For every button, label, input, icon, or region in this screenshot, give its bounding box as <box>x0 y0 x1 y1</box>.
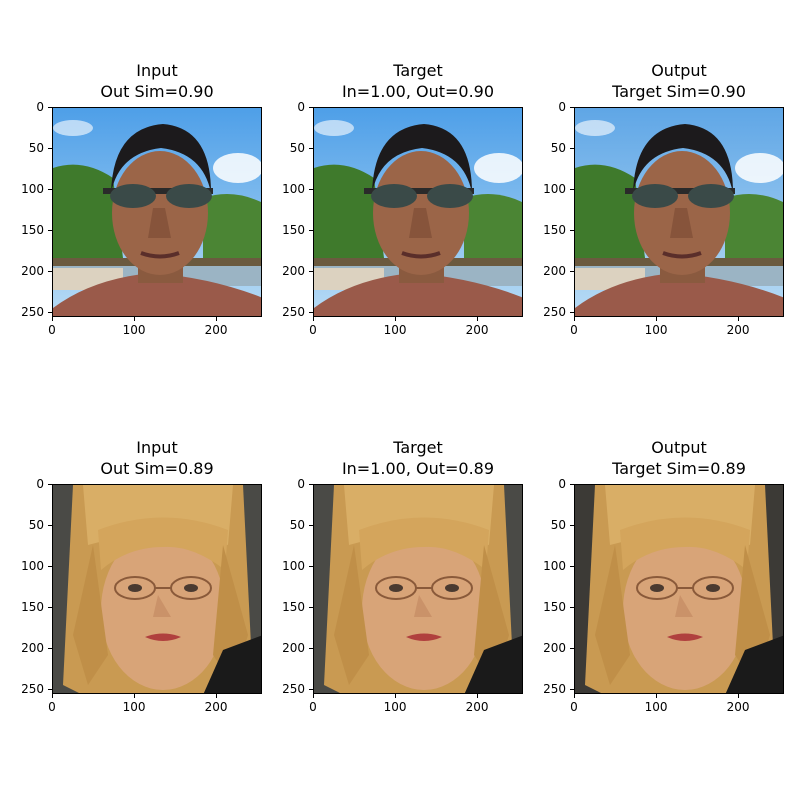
panel-title-line2: Target Sim=0.89 <box>612 459 746 478</box>
panel-title-line1: Target <box>393 438 443 457</box>
y-tick-label: 150 <box>21 223 44 238</box>
x-tick-label: 100 <box>122 323 146 337</box>
y-tick-label: 250 <box>282 682 305 697</box>
y-tick-label: 250 <box>282 305 305 320</box>
y-tick-label: 100 <box>543 182 566 197</box>
y-tick-label: 0 <box>558 100 566 114</box>
woman-blonde-glasses-photo <box>52 484 262 694</box>
x-tick-label: 100 <box>644 323 668 337</box>
panel-title-line2: In=1.00, Out=0.89 <box>341 459 495 478</box>
x-tick-label: 100 <box>644 700 668 714</box>
woman-blonde-glasses-photo <box>313 484 523 694</box>
x-tick-label: 200 <box>204 700 228 714</box>
y-tick-label: 150 <box>21 600 44 615</box>
y-tick-label: 200 <box>282 641 305 656</box>
panel-title: Input Out Sim=0.89 <box>0 437 322 479</box>
y-tick-label: 250 <box>543 682 566 697</box>
panel-title-line1: Input <box>136 61 178 80</box>
y-tick-label: 0 <box>558 477 566 491</box>
y-tick-label: 0 <box>36 477 44 491</box>
x-tick-label: 0 <box>570 323 578 337</box>
y-tick-label: 100 <box>282 182 305 197</box>
y-tick-label: 250 <box>543 305 566 320</box>
x-tick-label: 200 <box>726 700 750 714</box>
x-tick-label: 0 <box>309 323 317 337</box>
y-tick-label: 0 <box>297 100 305 114</box>
y-tick-label: 50 <box>28 518 44 533</box>
y-tick-label: 100 <box>21 182 44 197</box>
x-tick-label: 200 <box>465 700 489 714</box>
y-tick-label: 100 <box>21 559 44 574</box>
x-tick-label: 200 <box>204 323 228 337</box>
y-tick-label: 200 <box>543 641 566 656</box>
panel-title-line1: Input <box>136 438 178 457</box>
y-tick-label: 150 <box>543 223 566 238</box>
panel-title-line2: In=1.00, Out=0.90 <box>341 82 495 101</box>
man-sunglasses-beach-photo <box>52 107 262 317</box>
y-tick-label: 150 <box>282 600 305 615</box>
x-tick-label: 0 <box>309 700 317 714</box>
y-tick-label: 50 <box>28 141 44 156</box>
y-tick-label: 200 <box>21 264 44 279</box>
panel-title: Target In=1.00, Out=0.89 <box>253 437 583 479</box>
panel-title: Output Target Sim=0.89 <box>514 437 800 479</box>
y-tick-label: 150 <box>543 600 566 615</box>
y-tick-label: 100 <box>543 559 566 574</box>
y-tick-label: 0 <box>297 477 305 491</box>
panel-title-line2: Out Sim=0.89 <box>100 459 214 478</box>
x-tick-label: 0 <box>570 700 578 714</box>
panel-title: Target In=1.00, Out=0.90 <box>253 60 583 102</box>
x-tick-label: 200 <box>726 323 750 337</box>
panel-title-line1: Output <box>651 438 707 457</box>
x-tick-label: 100 <box>122 700 146 714</box>
x-tick-label: 0 <box>48 700 56 714</box>
y-tick-label: 200 <box>543 264 566 279</box>
panel-title-line1: Output <box>651 61 707 80</box>
woman-blonde-glasses-photo <box>574 484 784 694</box>
y-tick-label: 50 <box>550 141 566 156</box>
x-tick-label: 100 <box>383 323 407 337</box>
x-tick-label: 100 <box>383 700 407 714</box>
y-tick-label: 250 <box>21 305 44 320</box>
y-tick-label: 200 <box>21 641 44 656</box>
y-tick-label: 200 <box>282 264 305 279</box>
panel-title: Output Target Sim=0.90 <box>514 60 800 102</box>
panel-title-line2: Out Sim=0.90 <box>100 82 214 101</box>
y-tick-label: 100 <box>282 559 305 574</box>
y-tick-label: 150 <box>282 223 305 238</box>
y-tick-label: 250 <box>21 682 44 697</box>
man-sunglasses-beach-photo <box>313 107 523 317</box>
y-tick-label: 50 <box>289 518 305 533</box>
y-tick-label: 0 <box>36 100 44 114</box>
x-tick-label: 200 <box>465 323 489 337</box>
panel-title-line1: Target <box>393 61 443 80</box>
panel-title-line2: Target Sim=0.90 <box>612 82 746 101</box>
y-tick-label: 50 <box>550 518 566 533</box>
y-tick-label: 50 <box>289 141 305 156</box>
man-sunglasses-beach-photo <box>574 107 784 317</box>
x-tick-label: 0 <box>48 323 56 337</box>
panel-title: Input Out Sim=0.90 <box>0 60 322 102</box>
